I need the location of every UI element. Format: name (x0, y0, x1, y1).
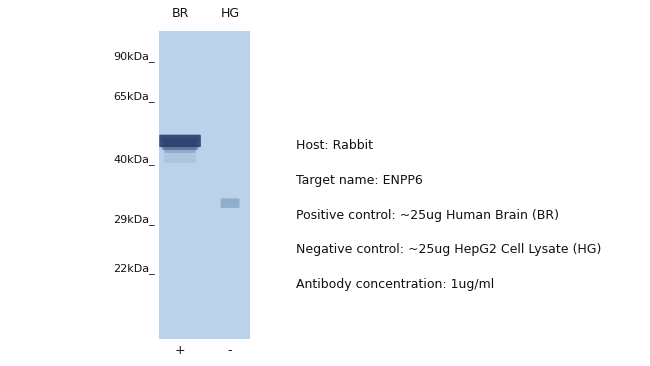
Text: Target name: ENPP6: Target name: ENPP6 (296, 174, 422, 187)
Text: 90kDa_: 90kDa_ (113, 51, 155, 62)
FancyBboxPatch shape (164, 145, 196, 163)
Text: +: + (175, 344, 185, 357)
Text: Antibody concentration: 1ug/ml: Antibody concentration: 1ug/ml (296, 278, 494, 291)
Text: -: - (228, 344, 232, 357)
Text: HG: HG (220, 7, 240, 20)
Text: 22kDa_: 22kDa_ (113, 264, 155, 274)
Bar (159, 31, 250, 339)
Text: 65kDa_: 65kDa_ (113, 92, 155, 102)
Text: Host: Rabbit: Host: Rabbit (296, 139, 372, 152)
Text: BR: BR (172, 7, 188, 20)
FancyBboxPatch shape (159, 135, 201, 147)
Text: Negative control: ~25ug HepG2 Cell Lysate (HG): Negative control: ~25ug HepG2 Cell Lysat… (296, 243, 601, 257)
FancyBboxPatch shape (164, 141, 196, 153)
Text: 40kDa_: 40kDa_ (113, 154, 155, 165)
Text: Positive control: ~25ug Human Brain (BR): Positive control: ~25ug Human Brain (BR) (296, 209, 559, 222)
FancyBboxPatch shape (162, 138, 198, 150)
FancyBboxPatch shape (220, 198, 239, 208)
Text: 29kDa_: 29kDa_ (113, 214, 155, 225)
